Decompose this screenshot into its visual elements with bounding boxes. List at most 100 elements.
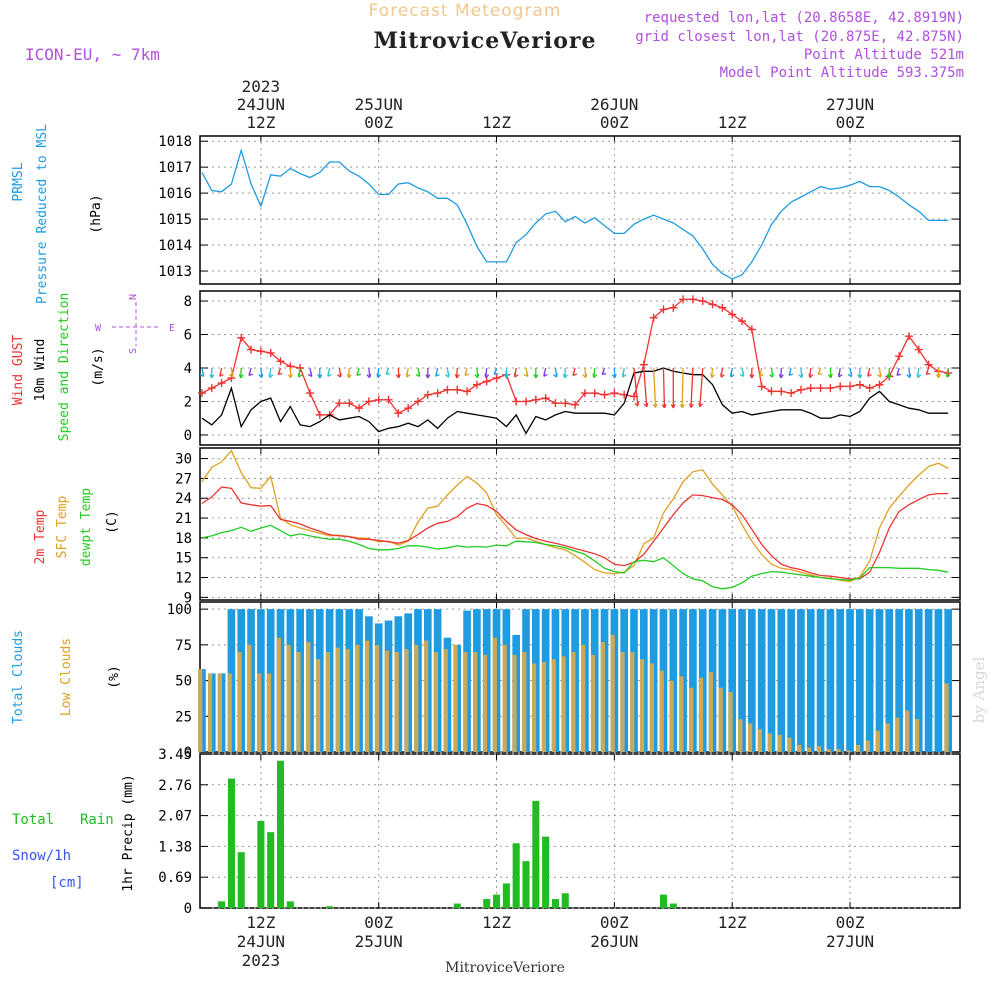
precip-total-label: Total xyxy=(12,812,54,828)
wind-arrowhead xyxy=(317,374,323,379)
y-tick-label: 1016 xyxy=(158,186,192,202)
wind-arrowhead xyxy=(533,374,539,379)
low-cloud-bar xyxy=(345,649,350,752)
precip-bar xyxy=(237,852,245,908)
wind-arrowhead xyxy=(661,403,667,409)
total-cloud-bar xyxy=(934,609,943,752)
low-cloud-bar xyxy=(581,644,586,752)
precip-bar xyxy=(267,832,275,908)
wind-arrowhead xyxy=(464,371,470,377)
gust-marker xyxy=(777,387,786,396)
low-cloud-bar xyxy=(777,734,782,752)
wind-arrowhead xyxy=(415,372,421,377)
wind-arrowhead xyxy=(307,372,313,377)
wind-arrowhead xyxy=(679,403,685,409)
precip-bar xyxy=(218,901,226,908)
low-cloud-bar xyxy=(856,744,861,752)
compass-icon: N S W E xyxy=(95,294,175,354)
gust-marker xyxy=(826,384,835,393)
y-tick-label: 8 xyxy=(184,294,192,310)
low-cloud-bar xyxy=(806,747,812,752)
gust-marker xyxy=(649,313,658,322)
total-cloud-bar xyxy=(846,609,854,752)
wind-arrowhead xyxy=(523,372,529,377)
top-year-label: 2023 xyxy=(242,77,281,96)
gust-marker xyxy=(600,390,609,399)
compass-w: W xyxy=(95,323,102,334)
wind-arrowhead xyxy=(698,402,704,408)
wind-arrowhead xyxy=(710,373,715,378)
y-tick-label: 27 xyxy=(175,471,192,487)
gust-marker xyxy=(688,295,697,304)
wind-arrowhead xyxy=(376,373,382,379)
sfc-label: SFC Temp xyxy=(55,496,70,559)
gust-marker xyxy=(924,360,933,369)
top-day-label: 27JUN xyxy=(826,95,874,114)
total-cloud-bar xyxy=(836,609,845,752)
wind-arrowhead xyxy=(643,402,649,408)
precip-unit: 1hr Precip (mm) xyxy=(121,774,136,891)
precip-bar xyxy=(532,800,540,908)
low-cloud-bar xyxy=(296,652,301,752)
low-cloud-bar xyxy=(748,723,753,752)
total-cloud-bar xyxy=(914,609,923,752)
wind-arrowhead xyxy=(720,373,725,378)
gust-marker xyxy=(472,380,481,389)
y-tick-label: 24 xyxy=(175,491,192,507)
low-cloud-bar xyxy=(757,729,763,752)
y-tick-label: 3.45 xyxy=(158,747,192,763)
bottom-hour-label: 12Z xyxy=(246,913,275,932)
low-cloud-bar xyxy=(531,663,537,752)
gust-marker xyxy=(247,345,256,354)
precip-snow-label: Snow/1h xyxy=(12,848,71,864)
gust-marker xyxy=(492,374,501,383)
wind-arrowhead xyxy=(857,374,863,379)
sfc-temp-line xyxy=(201,449,949,583)
y-tick-label: 0 xyxy=(184,901,192,917)
bottom-day-label: 27JUN xyxy=(826,932,874,951)
dewpoint-line xyxy=(201,524,949,590)
wind-arrowhead xyxy=(611,373,617,379)
wind-arrowhead xyxy=(297,372,303,378)
low-cloud-bar xyxy=(590,654,596,752)
low-cloud-bar xyxy=(610,634,615,752)
gust-marker xyxy=(796,385,805,394)
low-clouds-label: Low Clouds xyxy=(59,638,74,716)
wind-arrow xyxy=(633,367,639,407)
precip-bar xyxy=(257,820,265,908)
y-tick-label: 50 xyxy=(175,674,192,690)
wind-arrowhead xyxy=(896,371,902,377)
gust-marker xyxy=(816,384,825,393)
wind-arrowhead xyxy=(327,372,332,377)
model-altitude: Model Point Altitude 593.375m xyxy=(720,65,964,81)
bottom-day-label: 26JUN xyxy=(590,932,638,951)
wind-arrowhead xyxy=(268,373,274,379)
precip-bar xyxy=(286,901,294,908)
gust-marker xyxy=(757,382,766,391)
requested-coords: requested lon,lat (20.8658E, 42.8919N) xyxy=(644,10,964,26)
y-tick-label: 2 xyxy=(184,394,192,410)
total-cloud-bar xyxy=(797,609,805,752)
low-cloud-bar xyxy=(797,744,802,752)
low-cloud-bar xyxy=(325,652,330,752)
low-cloud-bar xyxy=(787,737,792,752)
temp-unit: (C) xyxy=(105,510,120,533)
bottom-hour-label: 00Z xyxy=(364,913,393,932)
wind-arrowhead xyxy=(778,373,784,379)
low-cloud-bar xyxy=(227,673,232,752)
location-title: MitroviceVeriore xyxy=(374,28,597,54)
wind-arrowhead xyxy=(337,373,342,378)
gust-label: Wind GUST xyxy=(11,335,26,406)
low-cloud-bar xyxy=(836,749,841,752)
y-tick-label: 15 xyxy=(175,551,192,567)
wind-arrowhead xyxy=(847,372,853,377)
wind-arrowhead xyxy=(634,401,640,407)
wind-arrowhead xyxy=(553,373,558,378)
top-hour-label: 00Z xyxy=(600,113,629,132)
low-cloud-bar xyxy=(718,687,723,752)
wind-unit: (m/s) xyxy=(91,347,106,386)
total-cloud-bar xyxy=(718,609,727,752)
gust-marker xyxy=(433,389,442,398)
low-cloud-bar xyxy=(669,680,674,752)
top-day-label: 24JUN xyxy=(237,95,285,114)
